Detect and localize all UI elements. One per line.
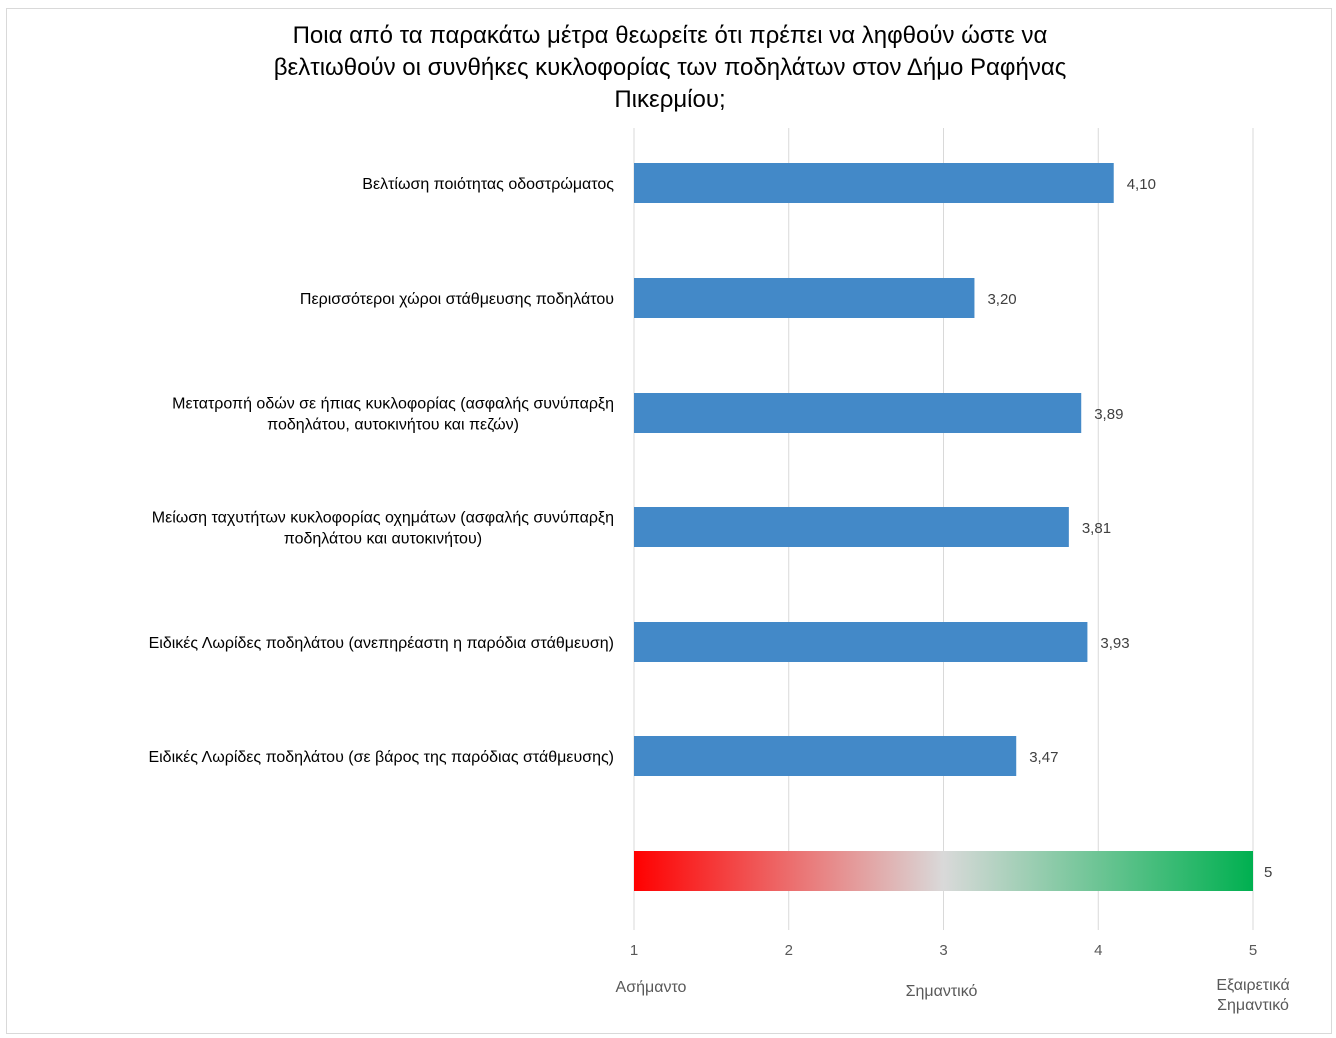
- bar-value-label: 4,10: [1127, 176, 1156, 193]
- chart-title-line-2: βελτιωθούν οι συνθήκες κυκλοφορίας των π…: [273, 54, 1067, 81]
- scale-label: Εξαιρετικά Σημαντικό: [1216, 977, 1289, 1014]
- category-label: Βελτίωση ποιότητας οδοστρώματος: [362, 176, 614, 193]
- chart-title-line-3: Πικερμίου;: [614, 86, 726, 113]
- bar-value-label: 3,89: [1094, 406, 1123, 423]
- scale-bar-value-label: 5: [1264, 864, 1272, 881]
- bar: [634, 736, 1017, 776]
- scale-bar: [634, 851, 1253, 891]
- bar-value-label: 3,81: [1082, 520, 1111, 537]
- bar: [634, 622, 1088, 662]
- category-label: Μετατροπή οδών σε ήπιας κυκλοφορίας (ασφ…: [172, 396, 614, 434]
- bar-value-label: 3,93: [1100, 635, 1129, 652]
- bar: [634, 278, 975, 318]
- bar-value-label: 3,20: [987, 291, 1016, 308]
- bar-value-label: 3,47: [1029, 749, 1058, 766]
- category-label: Περισσότεροι χώροι στάθμευσης ποδηλάτου: [300, 291, 614, 308]
- bar: [634, 507, 1069, 547]
- x-tick-label: 5: [1249, 942, 1257, 959]
- bar: [634, 393, 1082, 433]
- chart-title-line-1: Ποια από τα παρακάτω μέτρα θεωρείτε ότι …: [292, 22, 1048, 49]
- bar: [634, 163, 1114, 203]
- x-tick-label: 4: [1094, 942, 1102, 959]
- x-tick-label: 1: [630, 942, 638, 959]
- category-label: Μείωση ταχυτήτων κυκλοφορίας οχημάτων (α…: [152, 510, 614, 548]
- x-tick-label: 3: [939, 942, 947, 959]
- scale-label: Σημαντικό: [906, 983, 978, 1000]
- chart-title: Ποια από τα παρακάτω μέτρα θεωρείτε ότι …: [120, 20, 1220, 116]
- category-label: Ειδικές Λωρίδες ποδηλάτου (σε βάρος της …: [148, 749, 614, 766]
- x-tick-label: 2: [785, 942, 793, 959]
- scale-label: Ασήμαντο: [616, 979, 687, 996]
- category-label: Ειδικές Λωρίδες ποδηλάτου (ανεπηρέαστη η…: [149, 635, 614, 652]
